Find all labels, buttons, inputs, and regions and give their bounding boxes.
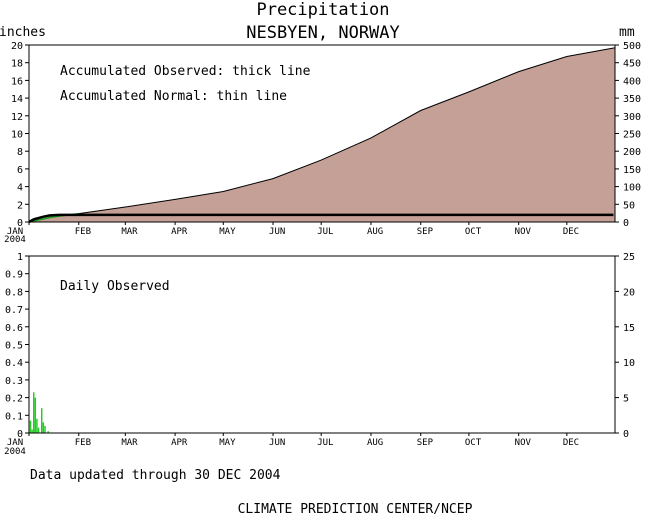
accumulated-right-tick-label: 50 [623, 200, 635, 211]
accumulated-month-label: MAY [219, 227, 236, 237]
accumulated-month-label: JAN [7, 227, 23, 237]
accumulated-month-label: APR [171, 227, 188, 237]
daily-left-tick-label: 0.5 [5, 341, 23, 352]
accumulated-month-label: OCT [465, 227, 482, 237]
daily-left-tick-label: 0.6 [5, 323, 23, 334]
accumulated-left-tick-label: 12 [11, 112, 23, 123]
accumulated-left-tick-label: 18 [11, 59, 23, 70]
accumulated-left-tick-label: 10 [11, 130, 23, 141]
daily-precip-bar [47, 431, 49, 433]
daily-month-label: OCT [465, 438, 482, 448]
footer-credit: CLIMATE PREDICTION CENTER/NCEP [238, 502, 473, 517]
accumulated-right-tick-label: 500 [623, 41, 641, 52]
accumulated-month-label: JUL [317, 227, 333, 237]
accumulated-left-tick-label: 6 [17, 165, 23, 176]
daily-panel: Daily Observed 2004 0 0.1 0.2 0.3 0.4 0.5 0.6 0… [4, 252, 635, 457]
chart-title: Precipitation [256, 0, 389, 20]
accumulated-right-tick-label: 300 [623, 112, 641, 123]
normal-accumulation-area [29, 47, 615, 223]
daily-left-tick-label: 0.3 [5, 376, 23, 387]
daily-left-tick-label: 0.4 [5, 358, 23, 369]
year-label: 2004 [4, 235, 26, 245]
daily-precip-bar [31, 429, 33, 433]
daily-right-tick-label: 10 [623, 358, 635, 369]
daily-right-tick-label: 0 [623, 429, 629, 440]
daily-right-tick-label: 15 [623, 323, 635, 334]
accumulated-month-label: DEC [563, 227, 579, 237]
daily-month-label: JAN [7, 438, 23, 448]
chart-subtitle: NESBYEN, NORWAY [246, 23, 400, 43]
accumulated-left-tick-label: 0 [17, 218, 23, 229]
daily-precip-bar [36, 418, 38, 433]
accumulated-left-tick-label: 16 [11, 76, 23, 87]
accumulated-left-tick-label: 20 [11, 41, 23, 52]
daily-left-tick-label: 1 [17, 252, 23, 263]
daily-precip-bar [33, 392, 35, 433]
daily-left-tick-label: 0.1 [5, 411, 23, 422]
accumulated-left-tick-label: 14 [11, 94, 23, 105]
accumulated-month-label: NOV [515, 227, 532, 237]
accumulated-panel: inches mm Accumulated Observed: thick li… [0, 25, 641, 245]
daily-precip-bar [34, 397, 37, 433]
daily-precip-bar [41, 408, 43, 433]
daily-left-tick-label: 0 [17, 429, 23, 440]
daily-precip-bar [42, 422, 45, 433]
accumulated-left-tick-label: 4 [17, 183, 23, 194]
daily-precip-bar [44, 425, 46, 433]
accumulated-left-tick-label: 8 [17, 147, 23, 158]
daily-month-label: MAY [219, 438, 236, 448]
daily-month-label: DEC [563, 438, 579, 448]
legend-observed: Accumulated Observed: thick line [60, 64, 311, 79]
accumulated-right-tick-label: 450 [623, 59, 641, 70]
accumulated-month-label: MAR [121, 227, 138, 237]
accumulated-right-tick-label: 250 [623, 130, 641, 141]
daily-left-tick-label: 0.8 [5, 287, 23, 298]
accumulated-right-tick-label: 400 [623, 76, 641, 87]
daily-month-label: SEP [417, 438, 434, 448]
accumulated-month-label: FEB [75, 227, 91, 237]
daily-month-label: NOV [515, 438, 532, 448]
daily-left-tick-label: 0.7 [5, 305, 23, 316]
normal-accumulation-line [28, 47, 616, 223]
daily-precip-bar [37, 427, 40, 433]
daily-left-tick-label: 0.9 [5, 270, 23, 281]
daily-right-tick-label: 5 [623, 394, 629, 405]
accumulated-right-tick-label: 0 [623, 218, 629, 229]
daily-month-label: AUG [367, 438, 383, 448]
accumulated-right-tick-label: 100 [623, 183, 641, 194]
legend-normal: Accumulated Normal: thin line [60, 89, 287, 104]
daily-month-label: JUL [317, 438, 333, 448]
left-unit-label: inches [0, 25, 46, 40]
right-unit-label: mm [619, 25, 635, 40]
daily-left-tick-label: 0.2 [5, 394, 23, 405]
data-updated-note: Data updated through 30 DEC 2004 [30, 468, 281, 483]
daily-month-label: FEB [75, 438, 91, 448]
accumulated-right-tick-label: 200 [623, 147, 641, 158]
accumulated-left-tick-label: 2 [17, 200, 23, 211]
daily-month-label: MAR [121, 438, 138, 448]
accumulated-month-label: AUG [367, 227, 383, 237]
daily-month-label: APR [171, 438, 188, 448]
accumulated-right-tick-label: 150 [623, 165, 641, 176]
daily-right-tick-label: 25 [623, 252, 635, 263]
daily-observed-label: Daily Observed [60, 279, 170, 294]
observed-accumulation-line [28, 213, 614, 224]
accumulated-month-label: SEP [417, 227, 434, 237]
accumulated-right-tick-label: 350 [623, 94, 641, 105]
accumulated-month-label: JUN [269, 227, 285, 237]
daily-precip-bar [29, 420, 32, 433]
year-label-bottom: 2004 [4, 447, 26, 457]
daily-month-label: JUN [269, 438, 285, 448]
daily-right-tick-label: 20 [623, 287, 635, 298]
